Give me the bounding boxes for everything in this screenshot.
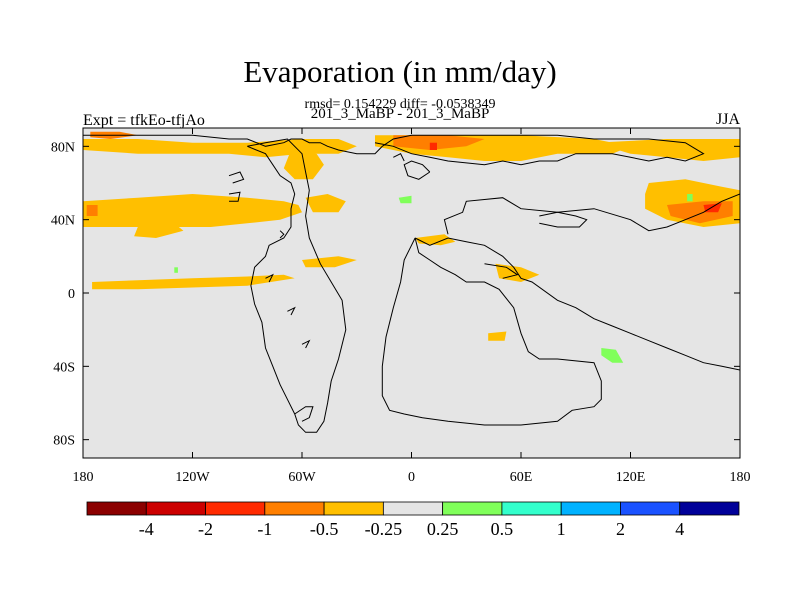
anomaly-region-22 [174, 267, 178, 273]
anomaly-region-4 [134, 223, 184, 238]
colorbar-label-5: 0.25 [427, 519, 459, 539]
anomaly-region-1 [83, 194, 302, 227]
colorbar-box-4 [323, 501, 384, 516]
coastline-13 [381, 237, 602, 426]
coastline-8 [301, 339, 311, 349]
anomaly-region-21 [687, 194, 693, 202]
x-tick-label-1: 120W [175, 470, 210, 485]
colorbar-box-5 [382, 501, 444, 516]
anomaly-region-15 [86, 205, 98, 216]
coastlines [83, 134, 740, 433]
coastline-11 [414, 237, 740, 371]
coastline-5 [279, 230, 285, 239]
anomaly-region-12 [488, 331, 507, 341]
coastline-0 [83, 134, 705, 166]
anomaly-region-13 [393, 135, 485, 150]
coastline-7 [287, 306, 296, 316]
anomaly-regions [83, 131, 740, 363]
x-tick-label-3: 0 [408, 470, 415, 485]
anomaly-region-19 [601, 348, 624, 363]
y-tick-label-2: 0 [68, 287, 75, 302]
colorbar-box-1 [145, 501, 206, 516]
colorbar-label-8: 2 [616, 519, 625, 539]
axes: 180 120W 60W 0 60E 120E 180 80N 40N 0 40S 80S [51, 128, 751, 485]
anomaly-region-8 [594, 139, 740, 161]
colorbar-label-3: -0.5 [310, 519, 339, 539]
colorbar-label-4: -0.25 [365, 519, 403, 539]
y-tick-label-0: 80N [51, 140, 75, 155]
colorbar-label-2: -1 [257, 519, 272, 539]
colorbar-label-6: 0.5 [491, 519, 514, 539]
coastline-3 [228, 171, 245, 184]
x-tick-label-5: 120E [616, 470, 646, 485]
y-tick-label-4: 80S [53, 434, 75, 449]
colorbar-box-2 [205, 501, 266, 516]
colorbar: -4 -2 -1 -0.5 -0.25 0.25 0.5 1 2 4 [86, 501, 740, 539]
anomaly-region-0 [83, 139, 357, 158]
x-tick-label-0: 180 [73, 470, 94, 485]
colorbar-box-9 [620, 501, 681, 516]
anomaly-region-6 [92, 274, 295, 290]
experiment-label: Expt = tfkEo-tfjAo [83, 112, 205, 129]
coastline-14 [539, 211, 588, 228]
season-label: JJA [715, 111, 740, 128]
y-tick-label-1: 40N [51, 214, 75, 229]
coastline-12 [443, 193, 740, 235]
chart-subtitle: 201_3_MaBP - 201_3_MaBP [310, 106, 490, 122]
coastline-15 [484, 263, 519, 279]
colorbar-label-7: 1 [557, 519, 566, 539]
coastline-9 [403, 160, 431, 180]
colorbar-box-8 [560, 501, 621, 516]
y-tick-label-3: 40S [53, 360, 75, 375]
colorbar-label-1: -2 [198, 519, 213, 539]
x-tick-label-2: 60W [288, 470, 316, 485]
colorbar-box-6 [442, 501, 503, 516]
map-background [83, 128, 740, 458]
anomaly-region-3 [305, 194, 346, 213]
colorbar-box-0 [86, 501, 147, 516]
coastline-2 [294, 406, 314, 422]
colorbar-box-3 [264, 501, 325, 516]
colorbar-box-7 [501, 501, 562, 516]
coastline-6 [265, 273, 274, 283]
anomaly-region-18 [429, 142, 437, 150]
colorbar-label-9: 4 [675, 519, 684, 539]
anomaly-region-5 [302, 256, 357, 268]
x-tick-label-4: 60E [510, 470, 533, 485]
chart-title: Evaporation (in mm/day) [243, 54, 557, 89]
coastline-4 [228, 191, 241, 202]
chart-stats: rmsd= 0.154229 diff= -0.0538349 [304, 97, 496, 112]
colorbar-label-0: -4 [139, 519, 154, 539]
colorbar-box-10 [679, 501, 740, 516]
x-tick-label-6: 180 [730, 470, 751, 485]
coastline-10 [393, 153, 405, 162]
anomaly-region-20 [398, 195, 412, 204]
